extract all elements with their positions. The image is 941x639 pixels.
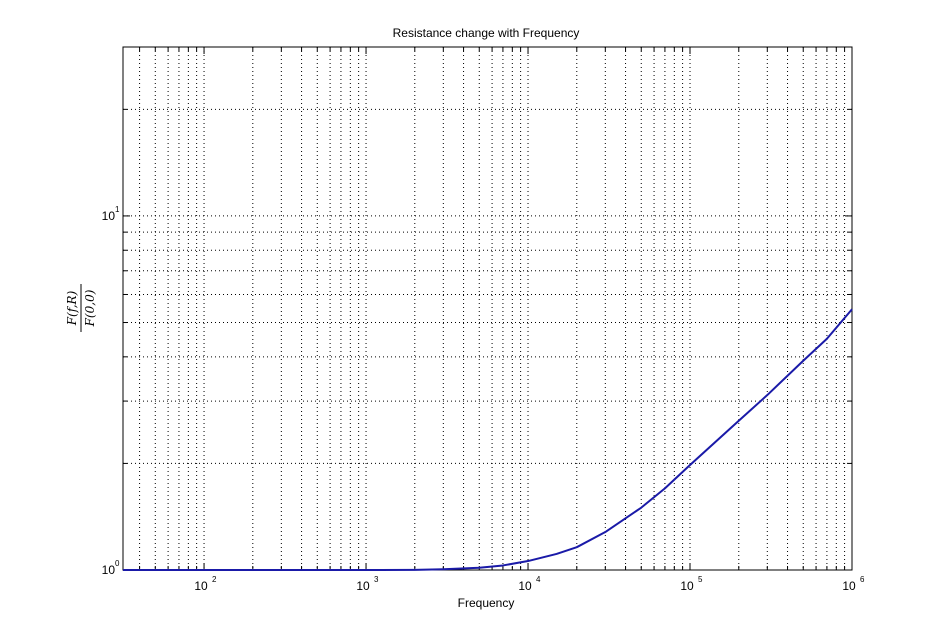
x-tick-label-exponent: 3: [374, 575, 379, 584]
y-tick-label-exponent: 0: [115, 559, 120, 568]
axes-box: [122, 46, 853, 571]
grid: [123, 47, 852, 570]
x-tick-labels: 10 2 10 3 10 4 10 5 10 6: [194, 575, 865, 593]
x-tick-label-exponent: 5: [698, 575, 703, 584]
chart-title: Resistance change with Frequency: [393, 26, 580, 40]
x-tick-label: 10: [194, 579, 208, 593]
x-tick-label: 10: [356, 579, 370, 593]
x-tick-label: 10: [842, 579, 856, 593]
x-tick-label: 10: [680, 579, 694, 593]
x-tick-label-exponent: 2: [212, 575, 217, 584]
series-line-0: [123, 308, 853, 571]
y-axis-label: F(f,R) F(0,0): [65, 284, 97, 332]
x-tick-label: 10: [518, 579, 532, 593]
x-axis-label: Frequency: [458, 596, 515, 610]
x-tick-label-exponent: 4: [536, 575, 541, 584]
y-tick-label: 10: [102, 563, 116, 577]
x-tick-label-exponent: 6: [860, 575, 865, 584]
y-axis-label-denominator: F(0,0): [83, 289, 97, 327]
series: [123, 308, 853, 571]
y-axis-label-numerator: F(f,R): [65, 290, 79, 326]
y-tick-label: 10: [102, 209, 116, 223]
y-tick-label-exponent: 1: [115, 205, 120, 214]
minor-ticks: [123, 47, 852, 570]
plot-area: [123, 47, 852, 570]
